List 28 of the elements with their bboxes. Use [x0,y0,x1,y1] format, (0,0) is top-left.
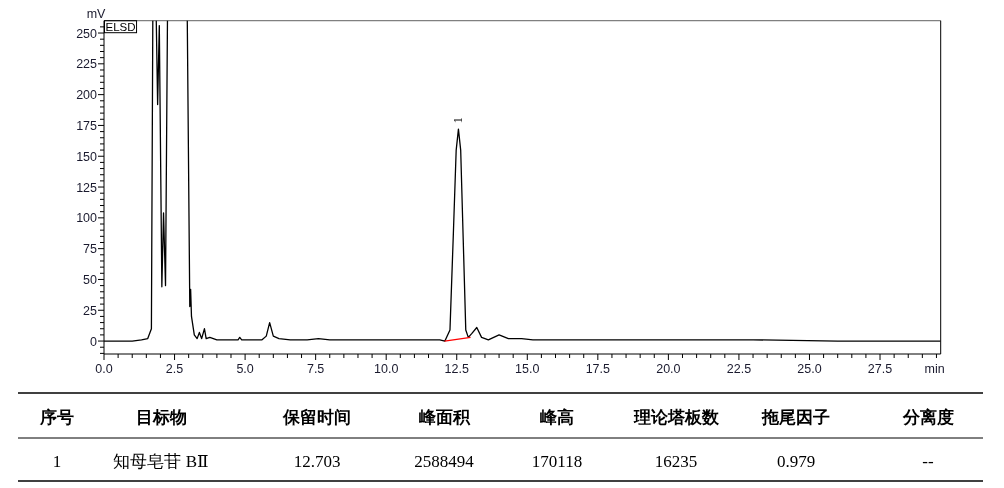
x-tick-label: 10.0 [374,362,399,376]
y-tick-label: 0 [90,334,98,349]
annotation: 1 [451,117,466,124]
x-axis-title: min [924,362,945,376]
y-tick-label: 75 [83,242,98,257]
y-tick-label: 100 [76,211,98,226]
x-tick-label: 27.5 [867,362,893,376]
y-tick-label: 225 [76,57,98,72]
y-tick-label: 50 [83,272,98,287]
x-tick-label: 25.0 [797,362,822,376]
x-tick-label: 7.5 [306,362,325,376]
y-tick-label: 175 [76,118,98,133]
x-tick-label: 15.0 [515,362,540,376]
x-tick-label: 20.0 [656,362,681,376]
y-tick-label: 250 [76,26,98,41]
annotation: ELSD [105,20,136,33]
x-tick-label: 22.5 [726,362,752,376]
x-tick-label: 2.5 [165,362,184,376]
y-tick-label: 25 [83,303,98,318]
y-tick-label: 200 [76,88,98,103]
x-tick-label: 12.5 [444,362,469,376]
y-tick-label: 150 [76,149,98,164]
x-tick-label: 5.0 [236,362,254,376]
x-tick-label: 0.0 [95,362,113,376]
table: 序号 目标物 保留时间 峰面积 峰高 理论塔板数 拖尾因子 分离度 1 知母皂苷 BⅡ 12.703 2588494 170118 16235 0.979 -- [17,392,984,482]
x-tick-label: 17.5 [585,362,611,376]
y-axis-title: mV [86,6,107,21]
y-tick-label: 125 [76,180,98,195]
